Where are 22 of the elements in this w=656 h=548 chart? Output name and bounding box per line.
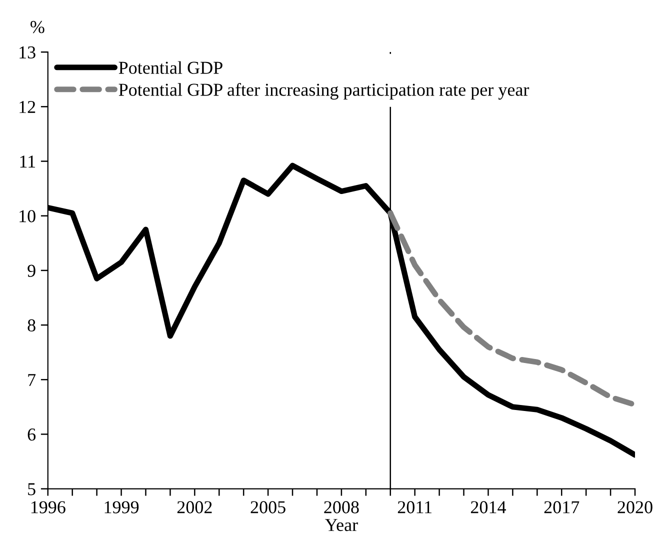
x-axis-title: Year <box>325 519 358 532</box>
y-axis-title: % <box>30 20 44 34</box>
x-tick-label: 2011 <box>398 501 432 514</box>
y-tick-label: 9 <box>28 264 36 277</box>
x-tick-label: 1999 <box>104 501 139 514</box>
x-tick-label: 2008 <box>324 501 359 514</box>
legend-label: Potential GDP <box>118 61 222 74</box>
legend-label: Potential GDP after increasing participation rate per year <box>118 82 530 100</box>
y-tick-label: 8 <box>28 319 36 332</box>
x-tick-label: 2005 <box>250 501 286 514</box>
y-tick-label: 10 <box>20 210 36 222</box>
x-tick-label: 2002 <box>177 501 212 514</box>
y-tick-label: 5 <box>28 483 36 496</box>
y-tick-label: 13 <box>20 46 36 58</box>
x-tick-label: 2014 <box>470 501 506 514</box>
x-tick-label: 2020 <box>618 501 652 514</box>
y-tick-label: 6 <box>28 428 36 441</box>
x-tick-label: 2017 <box>544 501 580 514</box>
y-tick-label: 11 <box>20 156 35 168</box>
y-tick-label: 12 <box>20 100 36 113</box>
x-tick-label: 1996 <box>31 501 66 514</box>
y-tick-label: 7 <box>28 374 36 386</box>
